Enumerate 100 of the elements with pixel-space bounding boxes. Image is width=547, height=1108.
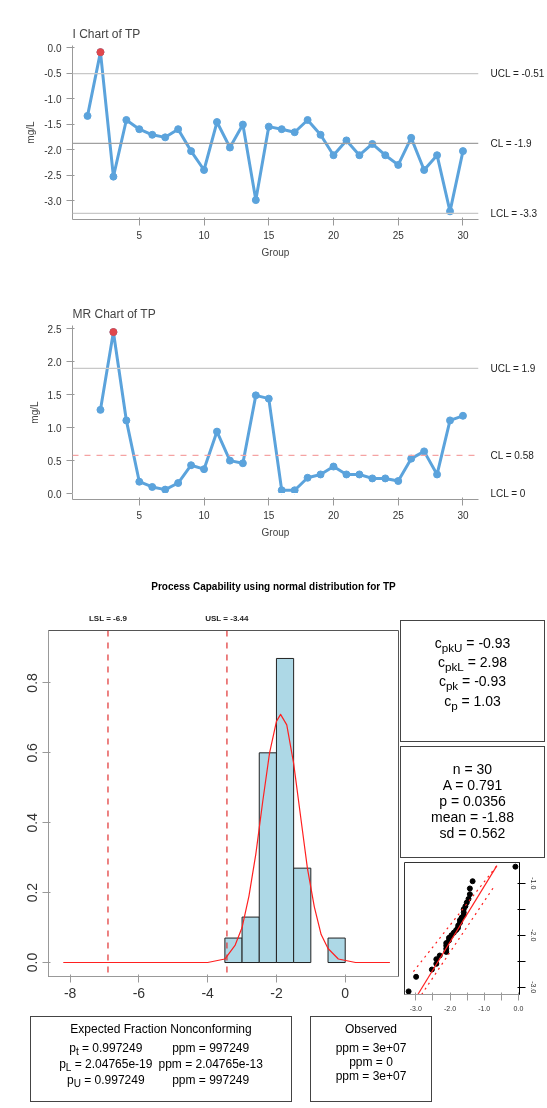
point [225, 456, 234, 465]
point [109, 172, 118, 181]
y-axis-title: mg/L [28, 400, 40, 424]
x-tick-label: 15 [263, 509, 275, 521]
point [290, 486, 299, 495]
x-tick-label: -2 [270, 984, 283, 1001]
text: mean = -1.88 [431, 809, 514, 826]
point [355, 470, 364, 479]
x-tick-label: 0 [341, 984, 350, 1001]
y-tick-label: 0.0 [47, 42, 62, 54]
y-tick-label: -1.0 [44, 93, 62, 105]
point [512, 863, 519, 870]
ref-line-label: CL = -1.9 [490, 137, 532, 149]
point [368, 474, 377, 483]
y-tick-label: -2.0 [44, 144, 62, 156]
text: c$_{p}$ = 1.03 [443, 692, 502, 712]
point [342, 136, 351, 145]
chart-title: Process Capability using normal distribution for TP [151, 580, 396, 594]
x-tick-label: -6 [132, 984, 146, 1001]
point [316, 130, 325, 139]
x-tick-label: 10 [198, 509, 211, 521]
point [466, 891, 473, 898]
text: c$_{pk}$ = -0.93 [437, 673, 508, 693]
point [238, 459, 247, 468]
point [251, 196, 260, 205]
point [122, 416, 131, 425]
point [135, 477, 144, 486]
x-tick-label: 30 [457, 509, 469, 521]
text: ppm = 3e+07 [335, 1041, 407, 1056]
text: Observed [343, 1021, 398, 1038]
point [200, 465, 209, 474]
y-tick-label: 0.8 [24, 672, 41, 693]
x-tick-label: -4 [201, 984, 215, 1001]
point [420, 447, 429, 456]
text: c$_{pkU}$ = -0.93 [434, 635, 511, 655]
point [394, 160, 403, 169]
ref-line-label: UCL = -0.51 [490, 68, 545, 80]
point [465, 895, 472, 902]
x-tick-label: 5 [136, 229, 143, 241]
point [355, 151, 364, 160]
y-tick-label: -0.5 [44, 68, 62, 80]
point [96, 405, 105, 414]
text: ppm = 2.04765e-13 [158, 1057, 263, 1074]
y-tick-label: 1.5 [47, 389, 62, 401]
x-tick-label: 10 [198, 229, 211, 241]
point [148, 482, 157, 491]
x-tick-label: 30 [457, 229, 469, 241]
x-tick-label: 25 [392, 509, 405, 521]
x-tick-label: 20 [327, 509, 340, 521]
chart-title: MR Chart of TP [72, 306, 156, 321]
point [303, 116, 312, 124]
y-tick-label: -2.5 [44, 170, 62, 182]
text: c$_{pkL}$ = 2.98 [437, 654, 508, 674]
y-tick-label: 0.0 [24, 952, 41, 973]
point [174, 125, 183, 134]
y-tick-label: -1.5 [44, 119, 62, 131]
point [187, 461, 196, 470]
point [405, 988, 412, 995]
point [316, 470, 325, 479]
point [420, 166, 429, 174]
point [303, 473, 312, 482]
ref-line-label: LCL = 0 [490, 488, 526, 500]
text: A = 0.791 [441, 777, 504, 794]
y-tick-label: 0.6 [24, 742, 41, 763]
point [413, 973, 420, 980]
point [329, 462, 338, 471]
point [407, 133, 416, 142]
y-tick-label: -3.0 [44, 195, 62, 207]
point [458, 411, 467, 420]
point [469, 878, 476, 885]
point [264, 394, 273, 403]
ref-line-label: UCL = 1.9 [490, 362, 536, 374]
x-axis-title: Group [261, 246, 290, 258]
line-series [62, 713, 391, 964]
text: sd = 0.562 [438, 825, 507, 842]
x-tick-label: -8 [63, 984, 77, 1001]
text: p = 0.0356 [438, 793, 507, 810]
point [174, 479, 183, 488]
point [277, 486, 286, 495]
point [187, 147, 196, 156]
text: ppm = 0 [349, 1054, 394, 1070]
ref-line-label: LCL = -3.3 [490, 207, 538, 219]
point [342, 470, 351, 479]
point [407, 454, 416, 463]
x-tick-label: 20 [327, 229, 340, 241]
point [135, 125, 144, 134]
point [466, 885, 473, 892]
y-tick-label: 0.0 [47, 488, 62, 500]
point [83, 111, 92, 120]
point [381, 151, 390, 160]
y-tick-label: 2.5 [47, 323, 62, 335]
point [212, 118, 221, 127]
point [329, 151, 338, 160]
x-tick-label: 15 [263, 229, 275, 241]
point [446, 416, 455, 425]
y-tick-label: 0.2 [24, 882, 41, 903]
y-axis-title: mg/L [25, 120, 37, 144]
text: ppm = 997249 [171, 1072, 251, 1089]
point [200, 166, 209, 174]
point [212, 427, 221, 436]
